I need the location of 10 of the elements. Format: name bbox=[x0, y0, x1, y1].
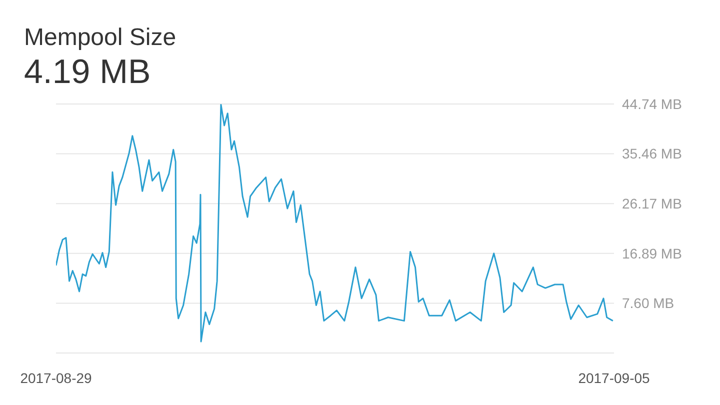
x-tick-label: 2017-08-29 bbox=[20, 370, 92, 386]
y-tick-label: 35.46 MB bbox=[622, 146, 682, 162]
chart-subtitle: 4.19 MB bbox=[24, 52, 152, 92]
y-tick-label: 44.74 MB bbox=[622, 96, 682, 112]
y-tick-label: 26.17 MB bbox=[622, 196, 682, 212]
x-tick-label: 2017-09-05 bbox=[578, 370, 650, 386]
y-tick-label: 7.60 MB bbox=[622, 295, 674, 312]
chart-title: Mempool Size bbox=[24, 24, 178, 52]
y-tick-label: 16.89 MB bbox=[622, 245, 682, 262]
line-series bbox=[56, 104, 614, 342]
